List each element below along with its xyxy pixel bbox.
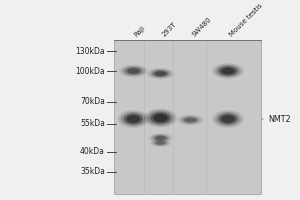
Text: 35kDa: 35kDa [80,168,105,176]
Ellipse shape [155,71,166,76]
Ellipse shape [156,141,165,145]
Ellipse shape [218,66,238,76]
Text: SW480: SW480 [190,16,212,38]
Text: NMT2: NMT2 [262,114,291,123]
Ellipse shape [152,140,169,146]
Ellipse shape [118,110,149,128]
Ellipse shape [185,118,196,122]
Text: 100kDa: 100kDa [75,66,105,75]
Ellipse shape [221,68,235,74]
Ellipse shape [212,110,244,128]
Ellipse shape [150,112,171,124]
Ellipse shape [121,112,146,126]
Ellipse shape [215,112,241,126]
Text: 130kDa: 130kDa [75,46,105,55]
Ellipse shape [218,114,238,124]
Ellipse shape [119,65,148,77]
Ellipse shape [153,135,168,141]
Text: 293T: 293T [160,21,177,38]
Ellipse shape [154,140,167,146]
Ellipse shape [221,115,235,123]
Ellipse shape [177,114,204,126]
Ellipse shape [124,67,142,75]
Text: 70kDa: 70kDa [80,98,105,106]
Bar [114,40,261,194]
Text: Raji: Raji [134,25,147,38]
Ellipse shape [124,114,143,124]
Ellipse shape [147,110,174,126]
Ellipse shape [180,115,201,125]
Ellipse shape [215,65,241,77]
Text: 55kDa: 55kDa [80,119,105,129]
Ellipse shape [153,114,168,122]
Ellipse shape [155,136,166,140]
Ellipse shape [152,70,169,77]
Ellipse shape [147,68,174,79]
Ellipse shape [144,109,177,127]
Ellipse shape [122,66,145,76]
Ellipse shape [127,115,140,123]
Ellipse shape [150,139,171,147]
Ellipse shape [127,68,140,74]
Ellipse shape [150,69,171,78]
Ellipse shape [182,116,199,123]
Text: Mouse testis: Mouse testis [228,3,263,38]
Ellipse shape [148,133,172,143]
Text: 40kDa: 40kDa [80,148,105,156]
Ellipse shape [151,134,170,142]
Ellipse shape [212,63,244,79]
